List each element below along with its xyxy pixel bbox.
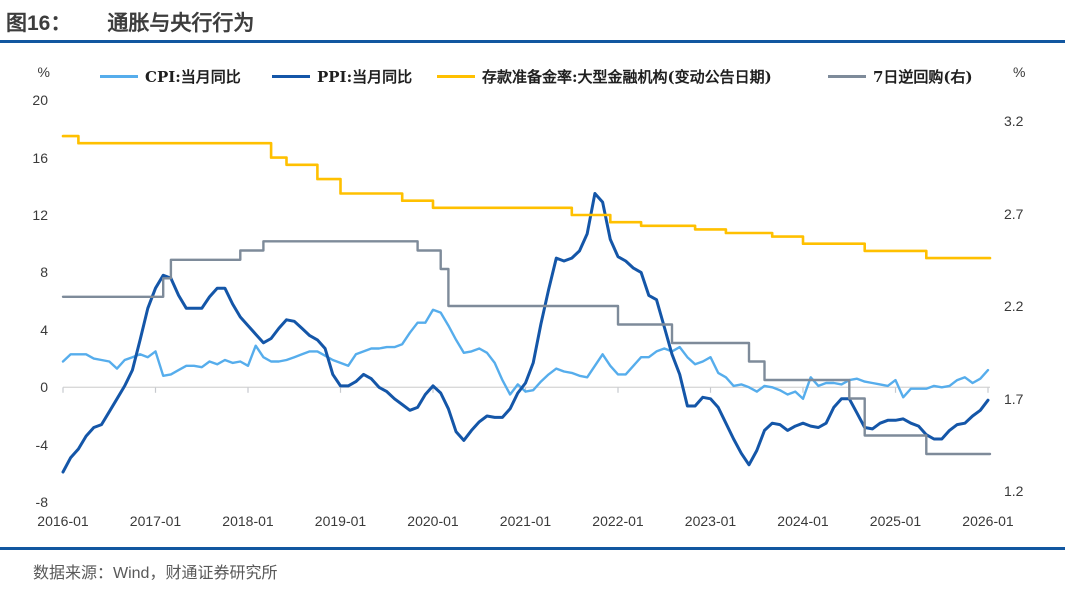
- left-axis-tick-label: 20: [32, 92, 48, 109]
- right-axis-tick-label: 2.2: [1004, 298, 1024, 314]
- x-axis-tick-label: 2025-01: [869, 513, 922, 529]
- x-axis-tick-label: 2024-01: [777, 513, 829, 529]
- x-axis-tick-label: 2020-01: [407, 513, 459, 529]
- right-axis-tick-label: 1.2: [1004, 483, 1024, 499]
- left-axis-tick-label: -8: [35, 494, 48, 511]
- left-axis-tick-label: 4: [40, 321, 48, 338]
- x-axis-tick-label: 2023-01: [684, 513, 737, 529]
- left-axis-tick-label: 12: [32, 207, 48, 224]
- x-axis-tick-label: 2017-01: [129, 513, 182, 529]
- legend-label: PPI:当月同比: [317, 67, 413, 86]
- left-axis-unit: %: [37, 64, 50, 80]
- legend-item: PPI:当月同比: [272, 66, 412, 86]
- right-axis-tick-label: 3.2: [1004, 113, 1024, 129]
- source-note: 数据来源：Wind，财通证券研究所: [33, 565, 278, 582]
- legend-item: 存款准备金率:大型金融机构(变动公告日期): [437, 66, 772, 86]
- legend-item: CPI:当月同比: [100, 66, 241, 86]
- legend-label: 7日逆回购(右): [873, 67, 973, 86]
- legend-item: 7日逆回购(右): [828, 66, 973, 86]
- title-underline: [0, 40, 1065, 43]
- chart-legend: CPI:当月同比 PPI:当月同比 存款准备金率:大型金融机构(变动公告日期) 7日逆…: [0, 66, 1065, 86]
- x-axis-tick-label: 2016-01: [37, 513, 89, 529]
- x-axis-tick-label: 2018-01: [222, 513, 274, 529]
- x-axis-tick-label: 2022-01: [592, 513, 644, 529]
- rrr-line: [61, 134, 992, 260]
- x-axis-tick-label: 2026-01: [962, 513, 1014, 529]
- x-axis-tick-label: 2021-01: [499, 513, 552, 529]
- legend-label: 存款准备金率:大型金融机构(变动公告日期): [482, 67, 772, 86]
- right-axis-unit: %: [1013, 64, 1026, 80]
- cpi-line: [61, 308, 990, 400]
- legend-label: CPI:当月同比: [145, 67, 241, 86]
- left-axis-tick-label: 0: [40, 379, 48, 396]
- figure-label: 图16：: [6, 12, 72, 35]
- left-axis-tick-label: -4: [35, 436, 48, 453]
- ppi-line: [61, 192, 990, 474]
- footer-rule: [0, 547, 1065, 550]
- legend-line-swatch: [100, 74, 138, 78]
- figure-title-row: 图16： 通胀与央行行为: [6, 7, 254, 37]
- right-axis-tick-label: 1.7: [1004, 390, 1024, 407]
- right-axis-tick-label: 2.7: [1004, 205, 1024, 222]
- legend-line-swatch: [272, 74, 310, 78]
- x-axis-tick-label: 2019-01: [314, 513, 367, 529]
- figure-title: 通胀与央行行为: [107, 12, 255, 35]
- legend-line-swatch: [828, 74, 866, 78]
- left-axis-tick-label: 8: [40, 264, 48, 281]
- repo-line: [61, 240, 992, 456]
- left-axis-tick-label: 16: [32, 149, 48, 166]
- legend-line-swatch: [437, 74, 475, 78]
